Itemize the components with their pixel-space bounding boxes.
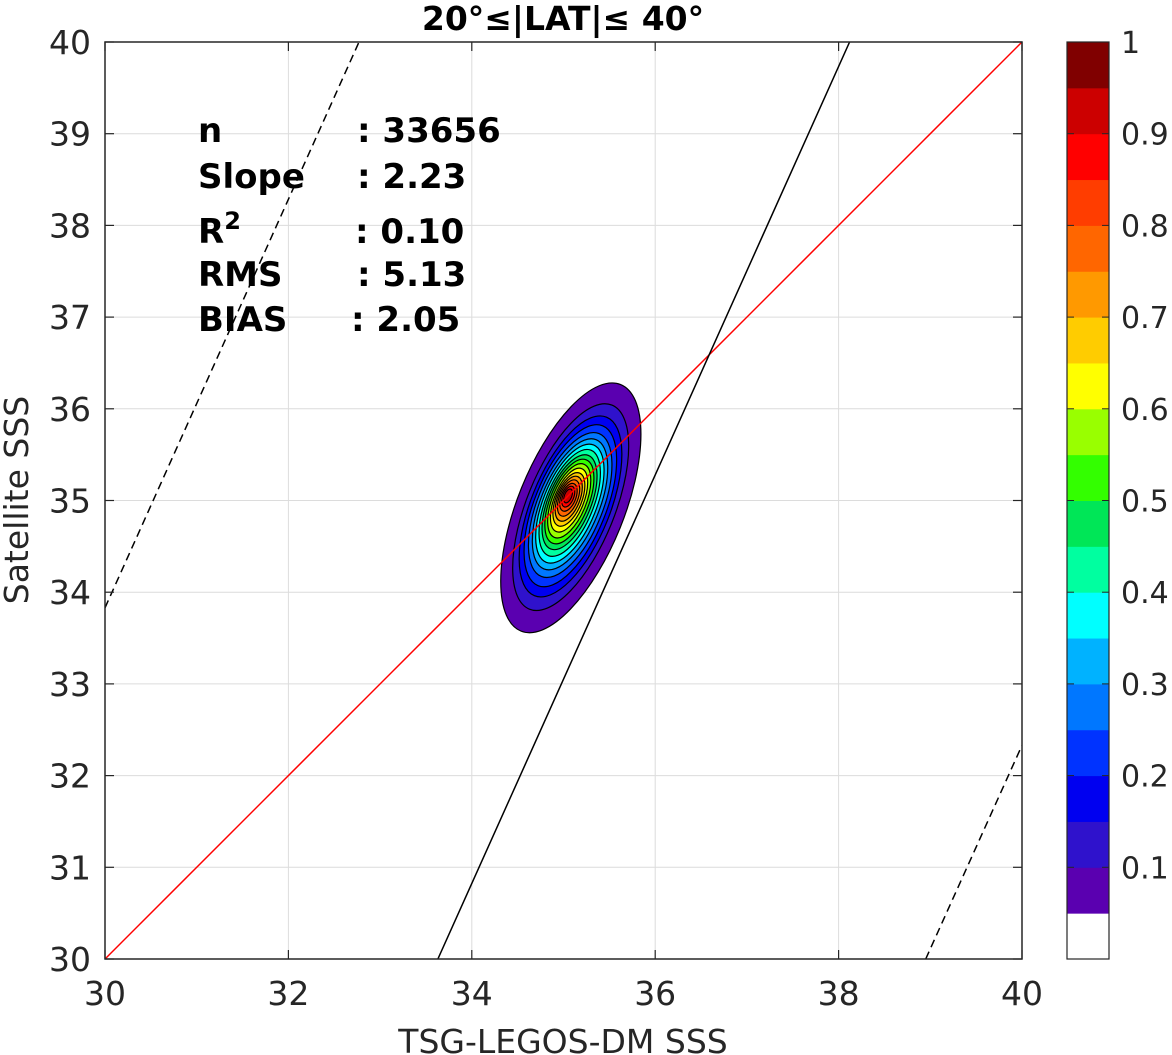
colorbar-tick-label: 0.2 (1121, 760, 1169, 795)
one-to-one-line (105, 42, 1022, 959)
colorbar-tick-label: 0.6 (1121, 393, 1169, 428)
y-tick-label: 30 (49, 940, 91, 979)
x-tick-label: 32 (267, 974, 309, 1013)
colorbar-segment (1067, 133, 1109, 181)
colorbar-segment (1067, 179, 1109, 226)
y-tick-label: 40 (49, 23, 91, 62)
y-tick-label: 36 (49, 390, 91, 429)
stat-label: n (198, 111, 222, 151)
colorbar-segment (1067, 42, 1109, 89)
colorbar-tick-label: 0.3 (1121, 668, 1169, 703)
x-tick-label: 30 (84, 974, 126, 1013)
colorbar-tick-label: 0.1 (1121, 851, 1169, 886)
colorbar-tick-label: 0.9 (1121, 118, 1169, 153)
stat-value: : 5.13 (357, 255, 466, 295)
colorbar: 0.1 0.2 0.3 0.4 0.5 0.6 0.7 0.8 0.9 1 (1066, 26, 1169, 960)
density-contours (500, 382, 642, 634)
colorbar-segment (1067, 317, 1109, 364)
y-tick-label: 37 (49, 298, 91, 337)
y-tick-label: 38 (49, 206, 91, 245)
x-tick-label: 40 (1001, 974, 1043, 1013)
colorbar-segment (1067, 592, 1109, 639)
stat-value: : 33656 (357, 111, 501, 151)
colorbar-segment (1067, 546, 1109, 593)
colorbar-tick-label: 1 (1121, 26, 1140, 61)
stat-value: : 2.05 (351, 300, 460, 340)
colorbar-segment (1067, 408, 1109, 456)
stat-label: Slope (198, 157, 305, 197)
colorbar-segment (1067, 362, 1109, 410)
x-tick-label: 36 (634, 974, 676, 1013)
colorbar-segment (1067, 821, 1109, 868)
colorbar-segment (1067, 500, 1109, 547)
colorbar-tick-label: 0.8 (1121, 209, 1169, 244)
axis-ticks: 30 32 34 36 38 40 30 31 32 33 34 35 36 37 38 39 40 (49, 23, 1043, 1013)
colorbar-segment (1067, 729, 1109, 777)
stat-value: : 0.10 (355, 212, 464, 252)
colorbar-segment (1067, 683, 1109, 731)
regression-lower-bound-line (925, 745, 1022, 959)
colorbar-segment (1067, 225, 1109, 272)
stat-label: BIAS (198, 300, 287, 340)
stat-label: RMS (198, 255, 283, 295)
y-tick-label: 32 (49, 757, 91, 796)
x-tick-label: 38 (818, 974, 860, 1013)
colorbar-segment (1067, 271, 1109, 318)
colorbar-segment (1067, 867, 1109, 914)
reference-lines (105, 42, 1022, 959)
stats-annotation: n : 33656 Slope : 2.23 R2 : 0.10 RMS : 5.13 BIAS… (198, 111, 501, 340)
colorbar-segment (1067, 454, 1109, 501)
colorbar-segment (1067, 638, 1109, 685)
stat-label: R2 (198, 207, 241, 252)
regression-line (437, 42, 851, 959)
x-axis-label: TSG-LEGOS-DM SSS (397, 1022, 727, 1055)
y-tick-label: 34 (49, 573, 91, 612)
stat-value: : 2.23 (357, 157, 466, 197)
colorbar-segment (1067, 87, 1109, 135)
y-tick-label: 31 (49, 848, 91, 887)
colorbar-tick-label: 0.4 (1121, 576, 1169, 611)
chart-title: 20°≤|LAT|≤ 40° (422, 0, 704, 38)
y-tick-label: 33 (49, 665, 91, 704)
colorbar-tick-label: 0.7 (1121, 301, 1169, 336)
y-tick-label: 39 (49, 115, 91, 154)
colorbar-segment (1067, 775, 1109, 822)
x-tick-label: 34 (451, 974, 493, 1013)
colorbar-tick-label: 0.5 (1121, 485, 1169, 520)
y-axis-label: Satellite SSS (0, 396, 36, 605)
y-tick-label: 35 (49, 482, 91, 521)
colorbar-segment (1067, 913, 1109, 960)
